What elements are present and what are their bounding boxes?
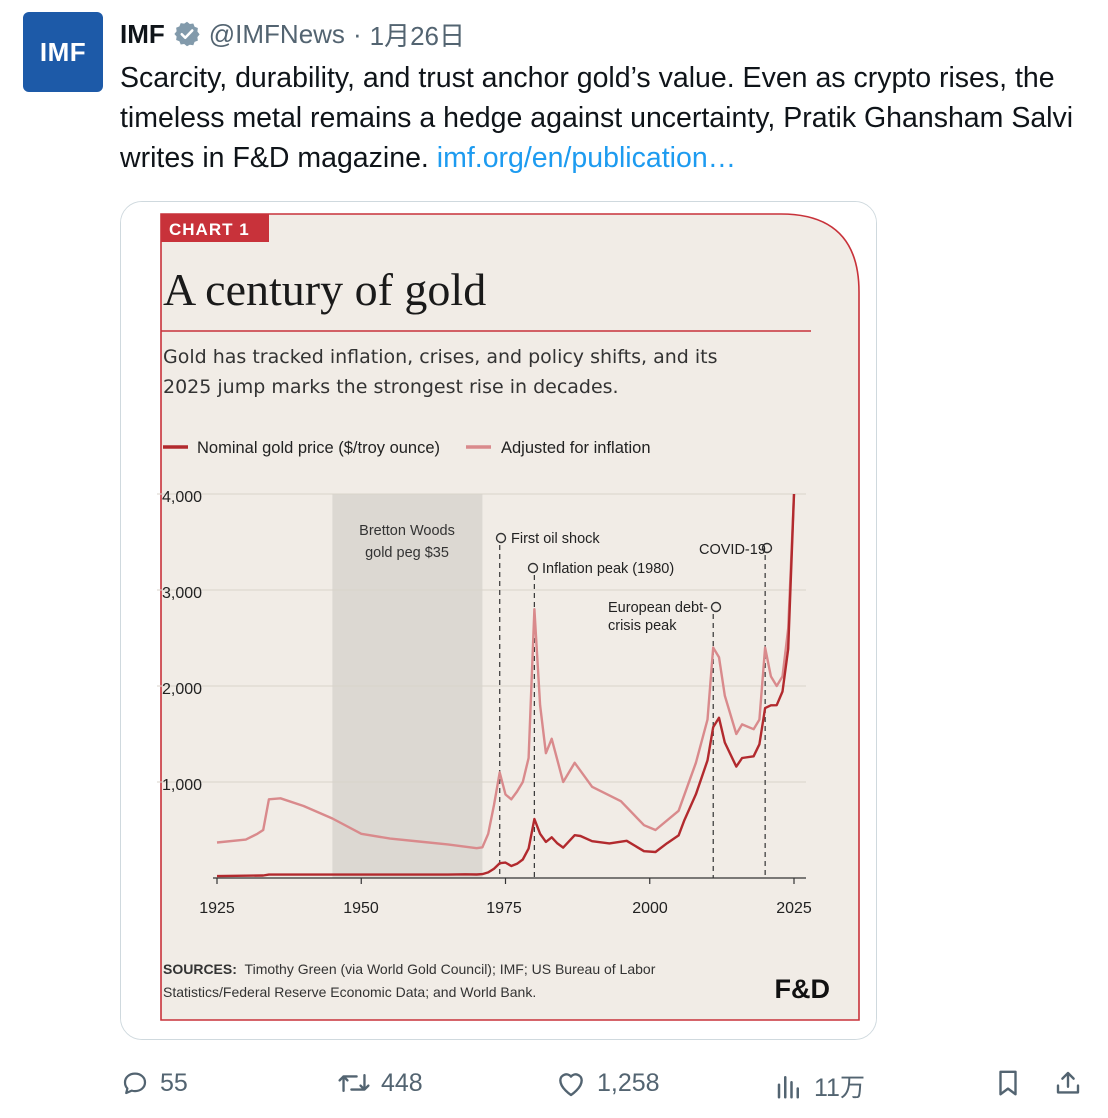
retweet-icon bbox=[338, 1073, 370, 1093]
annotation-marker-2020 bbox=[761, 542, 773, 554]
reply-icon bbox=[123, 1072, 147, 1095]
annotation-inflation-label: Inflation peak (1980) bbox=[542, 561, 674, 577]
author-name[interactable]: IMF bbox=[120, 18, 165, 49]
series-adjusted-line bbox=[216, 493, 796, 850]
tweet-header: IMF @IMFNews · 1月26日 bbox=[120, 14, 465, 54]
xtick-2000: 2000 bbox=[632, 900, 668, 917]
chart-subtitle-1: Gold has tracked inflation, crises, and … bbox=[163, 346, 718, 368]
xtick-1950: 1950 bbox=[343, 900, 379, 917]
xtick-1975: 1975 bbox=[486, 900, 522, 917]
avatar-text: IMF bbox=[39, 36, 87, 67]
annotation-euro-label-1: European debt- bbox=[608, 600, 708, 616]
tweet-text: Scarcity, durability, and trust anchor g… bbox=[120, 62, 1074, 174]
chart-badge bbox=[161, 214, 269, 242]
sources-text-1: Timothy Green (via World Gold Council); … bbox=[245, 961, 656, 977]
annotation-covid-label: COVID-19 bbox=[699, 542, 766, 558]
bookmark-button[interactable] bbox=[994, 1068, 1032, 1098]
author-avatar[interactable]: IMF bbox=[23, 12, 103, 92]
sources-line-2: Statistics/Federal Reserve Economic Data… bbox=[163, 984, 536, 1000]
tweet-link[interactable]: imf.org/en/publication… bbox=[436, 142, 737, 174]
author-handle[interactable]: @IMFNews bbox=[208, 18, 345, 49]
verified-badge-icon bbox=[173, 20, 201, 48]
views-chart-icon bbox=[777, 1076, 799, 1099]
retweet-count: 448 bbox=[381, 1068, 423, 1097]
views-count: 11万 bbox=[814, 1074, 865, 1102]
reply-count: 55 bbox=[160, 1068, 188, 1097]
sources-label: SOURCES: bbox=[163, 961, 237, 977]
action-bar: 55 448 1,258 11万 bbox=[0, 1060, 1108, 1110]
series-nominal-line bbox=[216, 493, 796, 878]
header-separator: · bbox=[352, 18, 362, 49]
chart-badge-label: CHART 1 bbox=[169, 220, 250, 239]
share-button[interactable] bbox=[1053, 1068, 1093, 1098]
legend-nominal-label: Nominal gold price ($/troy ounce) bbox=[197, 439, 440, 457]
views-button[interactable]: 11万 bbox=[774, 1068, 865, 1104]
tweet-date[interactable]: 1月26日 bbox=[369, 20, 465, 51]
ytick-2000: 2,000 bbox=[162, 681, 202, 698]
share-icon bbox=[1056, 1071, 1080, 1094]
gold-chart: CHART 1 A century of gold Gold has track… bbox=[121, 202, 876, 1039]
fd-brand-logo: F&D bbox=[775, 974, 831, 1004]
annotation-euro-label-2: crisis peak bbox=[608, 618, 677, 634]
retweet-button[interactable]: 448 bbox=[337, 1068, 423, 1098]
legend-adjusted-label: Adjusted for inflation bbox=[501, 439, 651, 457]
ytick-1000: 1,000 bbox=[162, 777, 202, 794]
annotation-marker-1980 bbox=[527, 562, 539, 574]
annotation-marker-1974 bbox=[495, 532, 507, 544]
sources-line-1: SOURCES: Timothy Green (via World Gold C… bbox=[163, 961, 656, 977]
xtick-2025: 2025 bbox=[776, 900, 812, 917]
like-button[interactable]: 1,258 bbox=[555, 1068, 660, 1098]
annotation-marker-2011 bbox=[710, 601, 722, 613]
chart-title: A century of gold bbox=[163, 264, 486, 315]
heart-icon bbox=[559, 1073, 583, 1097]
annotation-oil-label: First oil shock bbox=[511, 531, 600, 547]
band-label-2: gold peg $35 bbox=[365, 545, 449, 561]
tweet-body: Scarcity, durability, and trust anchor g… bbox=[120, 58, 1095, 178]
ytick-4000: 4,000 bbox=[162, 489, 202, 506]
like-count: 1,258 bbox=[597, 1068, 660, 1097]
bookmark-icon bbox=[999, 1070, 1017, 1096]
reply-button[interactable]: 55 bbox=[120, 1068, 188, 1098]
band-label-1: Bretton Woods bbox=[359, 523, 455, 539]
chart-subtitle-2: 2025 jump marks the strongest rise in de… bbox=[163, 376, 619, 398]
media-card[interactable]: CHART 1 A century of gold Gold has track… bbox=[120, 201, 877, 1040]
ytick-3000: 3,000 bbox=[162, 585, 202, 602]
xtick-1925: 1925 bbox=[199, 900, 235, 917]
plot-area bbox=[157, 493, 806, 884]
